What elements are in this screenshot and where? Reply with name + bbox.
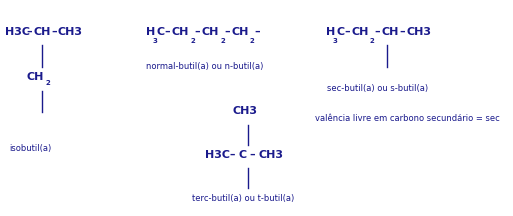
Text: 3: 3 bbox=[332, 38, 338, 44]
Text: normal-butil(a) ou n-butil(a): normal-butil(a) ou n-butil(a) bbox=[146, 62, 264, 71]
Text: CH: CH bbox=[231, 27, 249, 37]
Text: CH: CH bbox=[27, 72, 44, 82]
Text: H3C: H3C bbox=[205, 150, 230, 160]
Text: –: – bbox=[344, 27, 350, 37]
Text: H: H bbox=[146, 27, 155, 37]
Text: sec-butil(a) ou s-butil(a): sec-butil(a) ou s-butil(a) bbox=[327, 84, 428, 93]
Text: CH: CH bbox=[202, 27, 219, 37]
Text: –: – bbox=[165, 27, 170, 37]
Text: CH: CH bbox=[381, 27, 399, 37]
Text: –: – bbox=[254, 27, 260, 37]
Text: isobutil(a): isobutil(a) bbox=[9, 144, 51, 153]
Text: CH3: CH3 bbox=[407, 27, 432, 37]
Text: C: C bbox=[157, 27, 165, 37]
Text: 2: 2 bbox=[250, 38, 254, 44]
Text: 2: 2 bbox=[370, 38, 374, 44]
Text: terc-butil(a) ou t-butil(a): terc-butil(a) ou t-butil(a) bbox=[192, 194, 294, 203]
Text: valência livre em carbono secundário = sec: valência livre em carbono secundário = s… bbox=[315, 114, 500, 123]
Text: H: H bbox=[326, 27, 335, 37]
Text: C: C bbox=[337, 27, 345, 37]
Text: –: – bbox=[400, 27, 405, 37]
Text: 2: 2 bbox=[220, 38, 225, 44]
Text: C: C bbox=[238, 150, 246, 160]
Text: –: – bbox=[27, 27, 32, 37]
Text: H3C: H3C bbox=[5, 27, 30, 37]
Text: 2: 2 bbox=[45, 80, 50, 86]
Text: –: – bbox=[51, 27, 57, 37]
Text: –: – bbox=[250, 150, 255, 160]
Text: –: – bbox=[374, 27, 380, 37]
Text: –: – bbox=[226, 150, 236, 160]
Text: CH3: CH3 bbox=[258, 150, 283, 160]
Text: CH3: CH3 bbox=[58, 27, 83, 37]
Text: CH: CH bbox=[351, 27, 369, 37]
Text: CH3: CH3 bbox=[233, 106, 258, 116]
Text: –: – bbox=[224, 27, 230, 37]
Text: CH: CH bbox=[172, 27, 189, 37]
Text: –: – bbox=[194, 27, 200, 37]
Text: CH: CH bbox=[33, 27, 51, 37]
Text: 2: 2 bbox=[190, 38, 195, 44]
Text: 3: 3 bbox=[153, 38, 158, 44]
